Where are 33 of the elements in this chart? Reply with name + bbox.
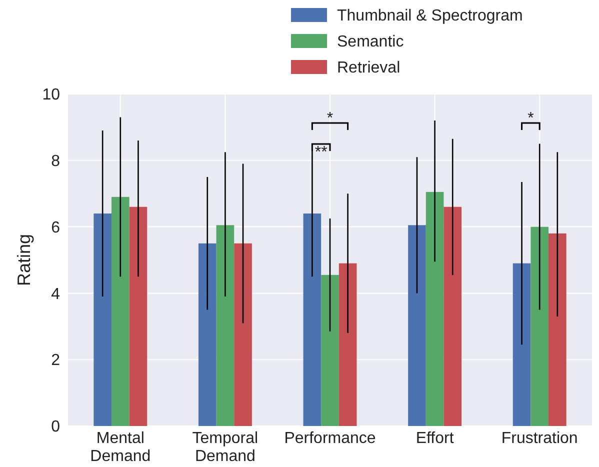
y-tick-label: 4 — [51, 286, 60, 303]
bar — [338, 263, 357, 426]
bar — [129, 206, 148, 426]
bar — [512, 263, 531, 426]
bar — [408, 225, 426, 426]
bar — [234, 243, 252, 426]
y-tick-label: 6 — [51, 219, 60, 236]
bar — [548, 233, 566, 426]
bar — [303, 214, 322, 426]
bar — [198, 243, 216, 426]
legend-label: Thumbnail & Spectrogram — [337, 8, 523, 25]
bar — [321, 274, 339, 426]
bar — [111, 196, 130, 426]
x-tick-label: Effort — [416, 430, 454, 447]
annotation: * — [528, 110, 534, 127]
x-tick-label: Frustration — [501, 430, 578, 447]
bar — [94, 214, 112, 426]
bar — [530, 226, 549, 426]
x-tick-label: Temporal Demand — [192, 430, 258, 465]
bar — [444, 206, 462, 426]
annotation: ** — [314, 144, 328, 161]
bar — [216, 225, 234, 426]
y-tick-label: 10 — [42, 86, 60, 104]
legend-label: Retrieval — [337, 60, 400, 77]
annotation: * — [326, 110, 334, 127]
y-tick-label: 0 — [51, 418, 60, 436]
y-tick-label: 2 — [51, 352, 60, 370]
y-axis-title: Rating — [14, 234, 34, 286]
legend-label: Semantic — [337, 34, 404, 51]
bar — [426, 192, 444, 426]
y-tick-label: 8 — [51, 153, 60, 170]
x-tick-label: Performance — [284, 430, 376, 447]
x-tick-label: Mental Demand — [90, 430, 151, 465]
